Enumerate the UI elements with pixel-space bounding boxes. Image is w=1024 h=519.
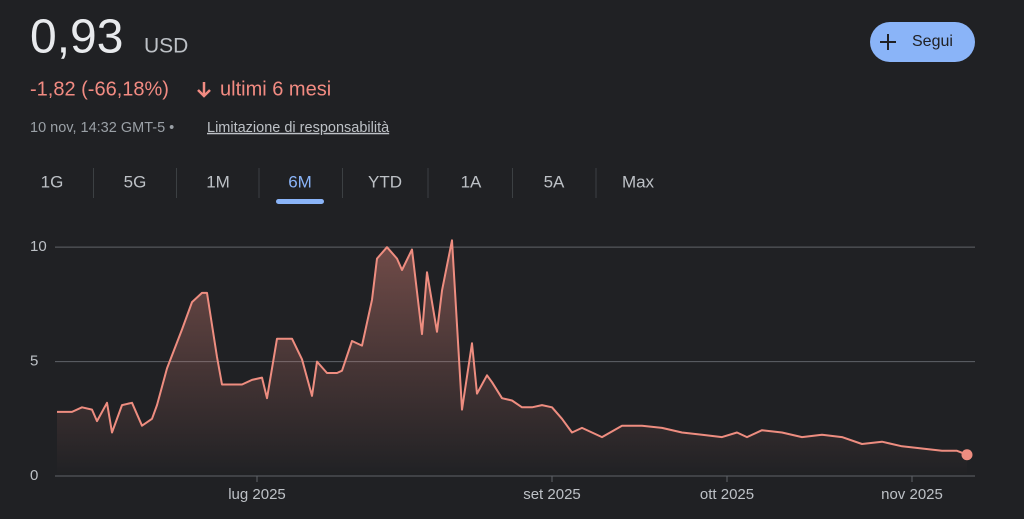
disclaimer-link[interactable]: Limitazione di responsabilità xyxy=(207,120,390,136)
y-tick-label: 0 xyxy=(30,467,38,484)
period: ultimi 6 mesi xyxy=(220,78,331,100)
change: -1,82 (-66,18%) xyxy=(30,78,169,100)
y-tick-label: 5 xyxy=(30,353,38,370)
x-tick-label: lug 2025 xyxy=(228,486,286,503)
tab[interactable]: 6M xyxy=(288,172,312,191)
tab[interactable]: 1M xyxy=(206,172,230,191)
tab[interactable]: 1G xyxy=(41,172,64,191)
x-tick-label: nov 2025 xyxy=(881,486,943,503)
y-tick-label: 10 xyxy=(30,238,47,255)
last-point xyxy=(961,449,973,461)
x-tick-label: set 2025 xyxy=(523,486,581,503)
price: 0,93 xyxy=(30,11,123,64)
tab[interactable]: 1A xyxy=(461,172,482,191)
timestamp: 10 nov, 14:32 GMT-5 • xyxy=(30,120,174,136)
currency: USD xyxy=(144,35,188,58)
follow-button[interactable] xyxy=(870,22,975,62)
tab[interactable]: YTD xyxy=(368,172,402,191)
plus-icon xyxy=(880,34,896,50)
price-line xyxy=(57,239,968,456)
x-tick-label: ott 2025 xyxy=(700,486,754,503)
down-arrow xyxy=(197,82,211,98)
area xyxy=(57,240,967,476)
tab-indicator xyxy=(276,199,324,204)
tab[interactable]: 5A xyxy=(544,172,565,191)
follow-label: Segui xyxy=(912,33,953,50)
tab[interactable]: 5G xyxy=(124,172,147,191)
tab[interactable]: Max xyxy=(622,172,655,191)
